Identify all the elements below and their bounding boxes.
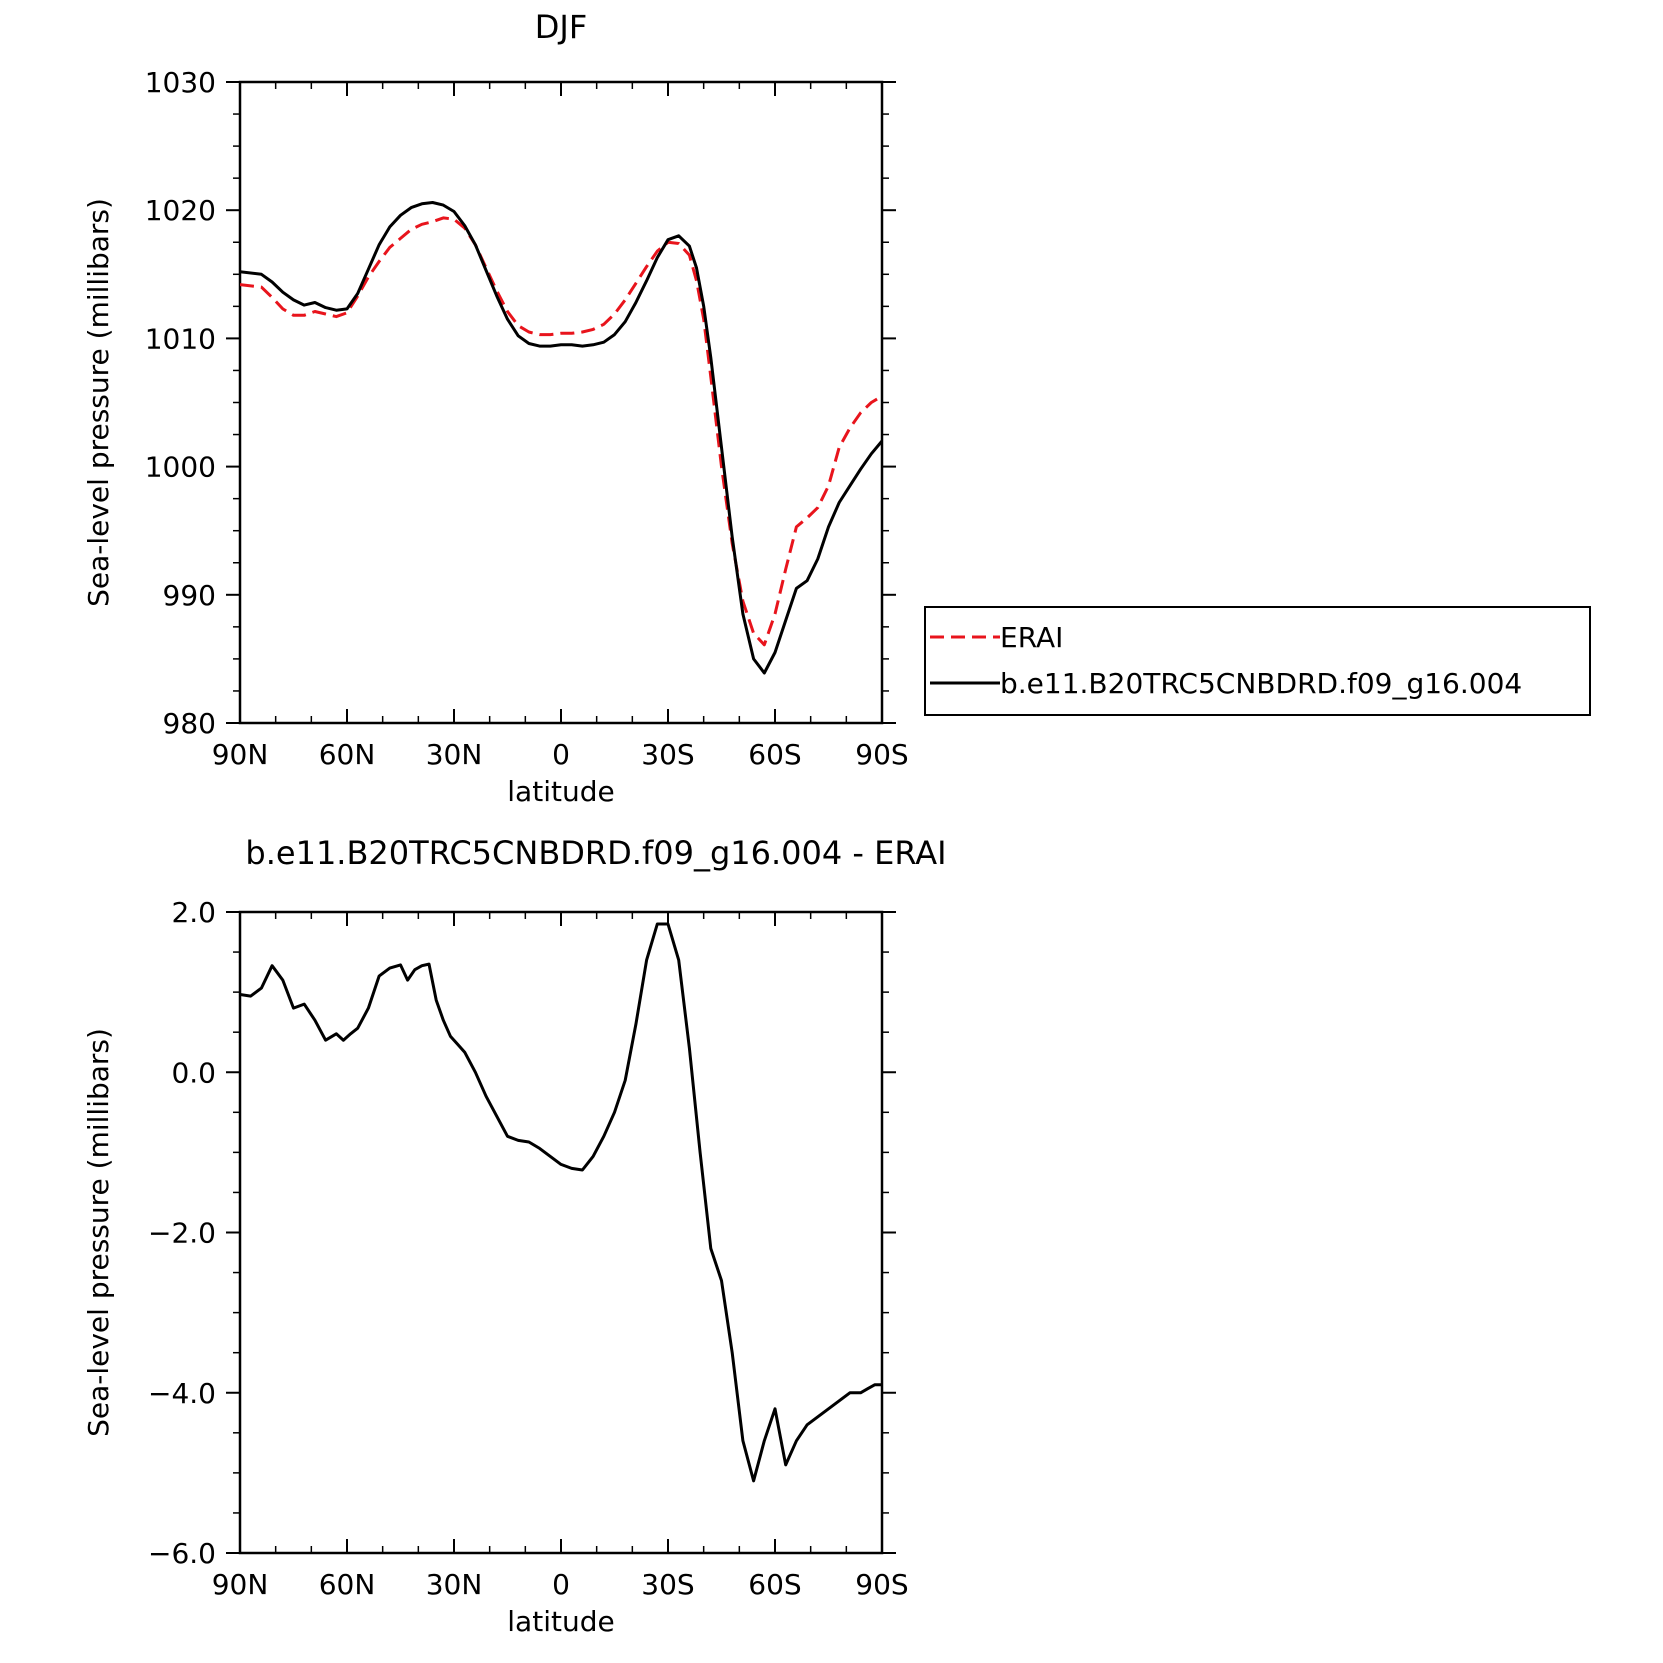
- y-tick-label: −2.0: [148, 1217, 216, 1250]
- x-tick-label: 90N: [212, 1568, 269, 1601]
- y-tick-label: 0.0: [171, 1056, 216, 1089]
- x-tick-label: 30S: [641, 738, 694, 771]
- y-tick-label: 1000: [145, 451, 216, 484]
- y-tick-label: 1020: [145, 194, 216, 227]
- x-tick-label: 90S: [855, 1568, 908, 1601]
- x-tick-label: 0: [552, 1568, 570, 1601]
- x-tick-label: 90N: [212, 738, 269, 771]
- x-tick-label: 30S: [641, 1568, 694, 1601]
- x-tick-label: 60N: [319, 738, 376, 771]
- series-line-b-e11-b20trc5cnbdrd-f09-g16-004: [240, 201, 882, 675]
- y-tick-label: 980: [163, 707, 216, 740]
- y-tick-label: −4.0: [148, 1377, 216, 1410]
- chart-title: DJF: [535, 8, 587, 46]
- y-tick-label: 2.0: [171, 896, 216, 929]
- x-tick-label: 60S: [748, 1568, 801, 1601]
- y-tick-label: 990: [163, 579, 216, 612]
- y-axis-label: Sea-level pressure (millibars): [82, 198, 115, 607]
- top-panel-djf: DJF 90N 60N 30N 0 30S 60S 90S 1030 1020 1010 1000 99…: [82, 8, 1591, 808]
- x-tick-label: 60N: [319, 1568, 376, 1601]
- legend-entry-label: ERAI: [1000, 621, 1063, 654]
- bottom-panel-difference: b.e11.B20TRC5CNBDRD.f09_g16.004 - ERAI 90…: [82, 834, 947, 1638]
- x-axis-label: latitude: [507, 775, 614, 808]
- series-line-difference: [240, 922, 882, 1483]
- y-tick-label: 1030: [145, 66, 216, 99]
- y-axis-label: Sea-level pressure (millibars): [82, 1028, 115, 1437]
- x-tick-label: 30N: [426, 738, 483, 771]
- x-tick-label: 60S: [748, 738, 801, 771]
- chart-title: b.e11.B20TRC5CNBDRD.f09_g16.004 - ERAI: [245, 834, 946, 872]
- plot-frame: [238, 80, 884, 725]
- y-tick-label: 1010: [145, 322, 216, 355]
- x-tick-label: 30N: [426, 1568, 483, 1601]
- x-tick-label: 0: [552, 738, 570, 771]
- legend-box: [924, 606, 1591, 716]
- plot-frame: [238, 910, 884, 1555]
- series-line-erai: [240, 216, 882, 647]
- y-tick-label: −6.0: [148, 1537, 216, 1570]
- x-axis-label: latitude: [507, 1605, 614, 1638]
- x-tick-label: 90S: [855, 738, 908, 771]
- legend: ERAI b.e11.B20TRC5CNBDRD.f09_g16.004: [924, 606, 1591, 716]
- legend-entry-label: b.e11.B20TRC5CNBDRD.f09_g16.004: [1000, 667, 1522, 700]
